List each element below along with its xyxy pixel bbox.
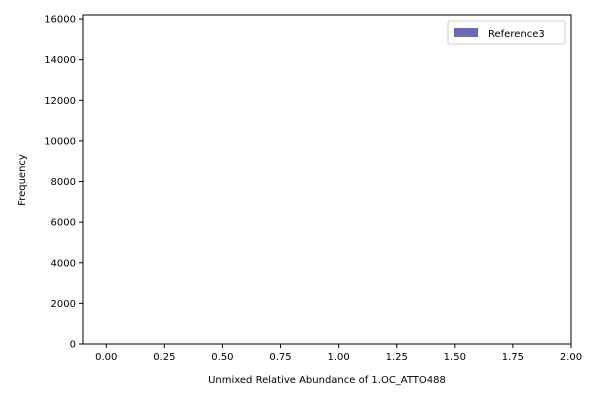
y-tick-label: 10000 [44,136,76,147]
y-tick-label: 12000 [44,96,76,107]
y-tick-label: 16000 [44,15,76,26]
x-tick-label: 1.25 [386,352,408,363]
plot-area-frame [82,14,572,345]
y-tick-label: 8000 [51,177,76,188]
x-tick-label: 0.25 [153,352,175,363]
x-axis-label: Unmixed Relative Abundance of 1.OC_ATTO4… [208,375,446,386]
x-tick-label: 0.00 [95,352,117,363]
y-axis-ticks: 0 2000 4000 6000 8000 10000 12000 14000 16000 [44,15,83,351]
legend: Reference3 [447,20,566,45]
y-tick-label: 6000 [51,218,76,229]
x-axis-ticks: 0.00 0.25 0.50 0.75 1.00 1.25 1.50 1.75 2.00 [95,344,582,363]
x-tick-label: 1.50 [444,352,466,363]
legend-swatch-reference3 [454,28,478,37]
x-tick-label: 2.00 [560,352,582,363]
y-tick-label: 0 [70,340,76,351]
legend-frame [447,20,566,45]
y-tick-label: 14000 [44,55,76,66]
x-tick-label: 0.50 [211,352,233,363]
y-tick-label: 4000 [51,258,76,269]
legend-label-reference3: Reference3 [488,29,545,40]
x-tick-label: 0.75 [269,352,291,363]
y-axis-label: Frequency [17,154,28,206]
x-tick-label: 1.00 [327,352,349,363]
x-tick-label: 1.75 [502,352,524,363]
y-tick-label: 2000 [51,299,76,310]
